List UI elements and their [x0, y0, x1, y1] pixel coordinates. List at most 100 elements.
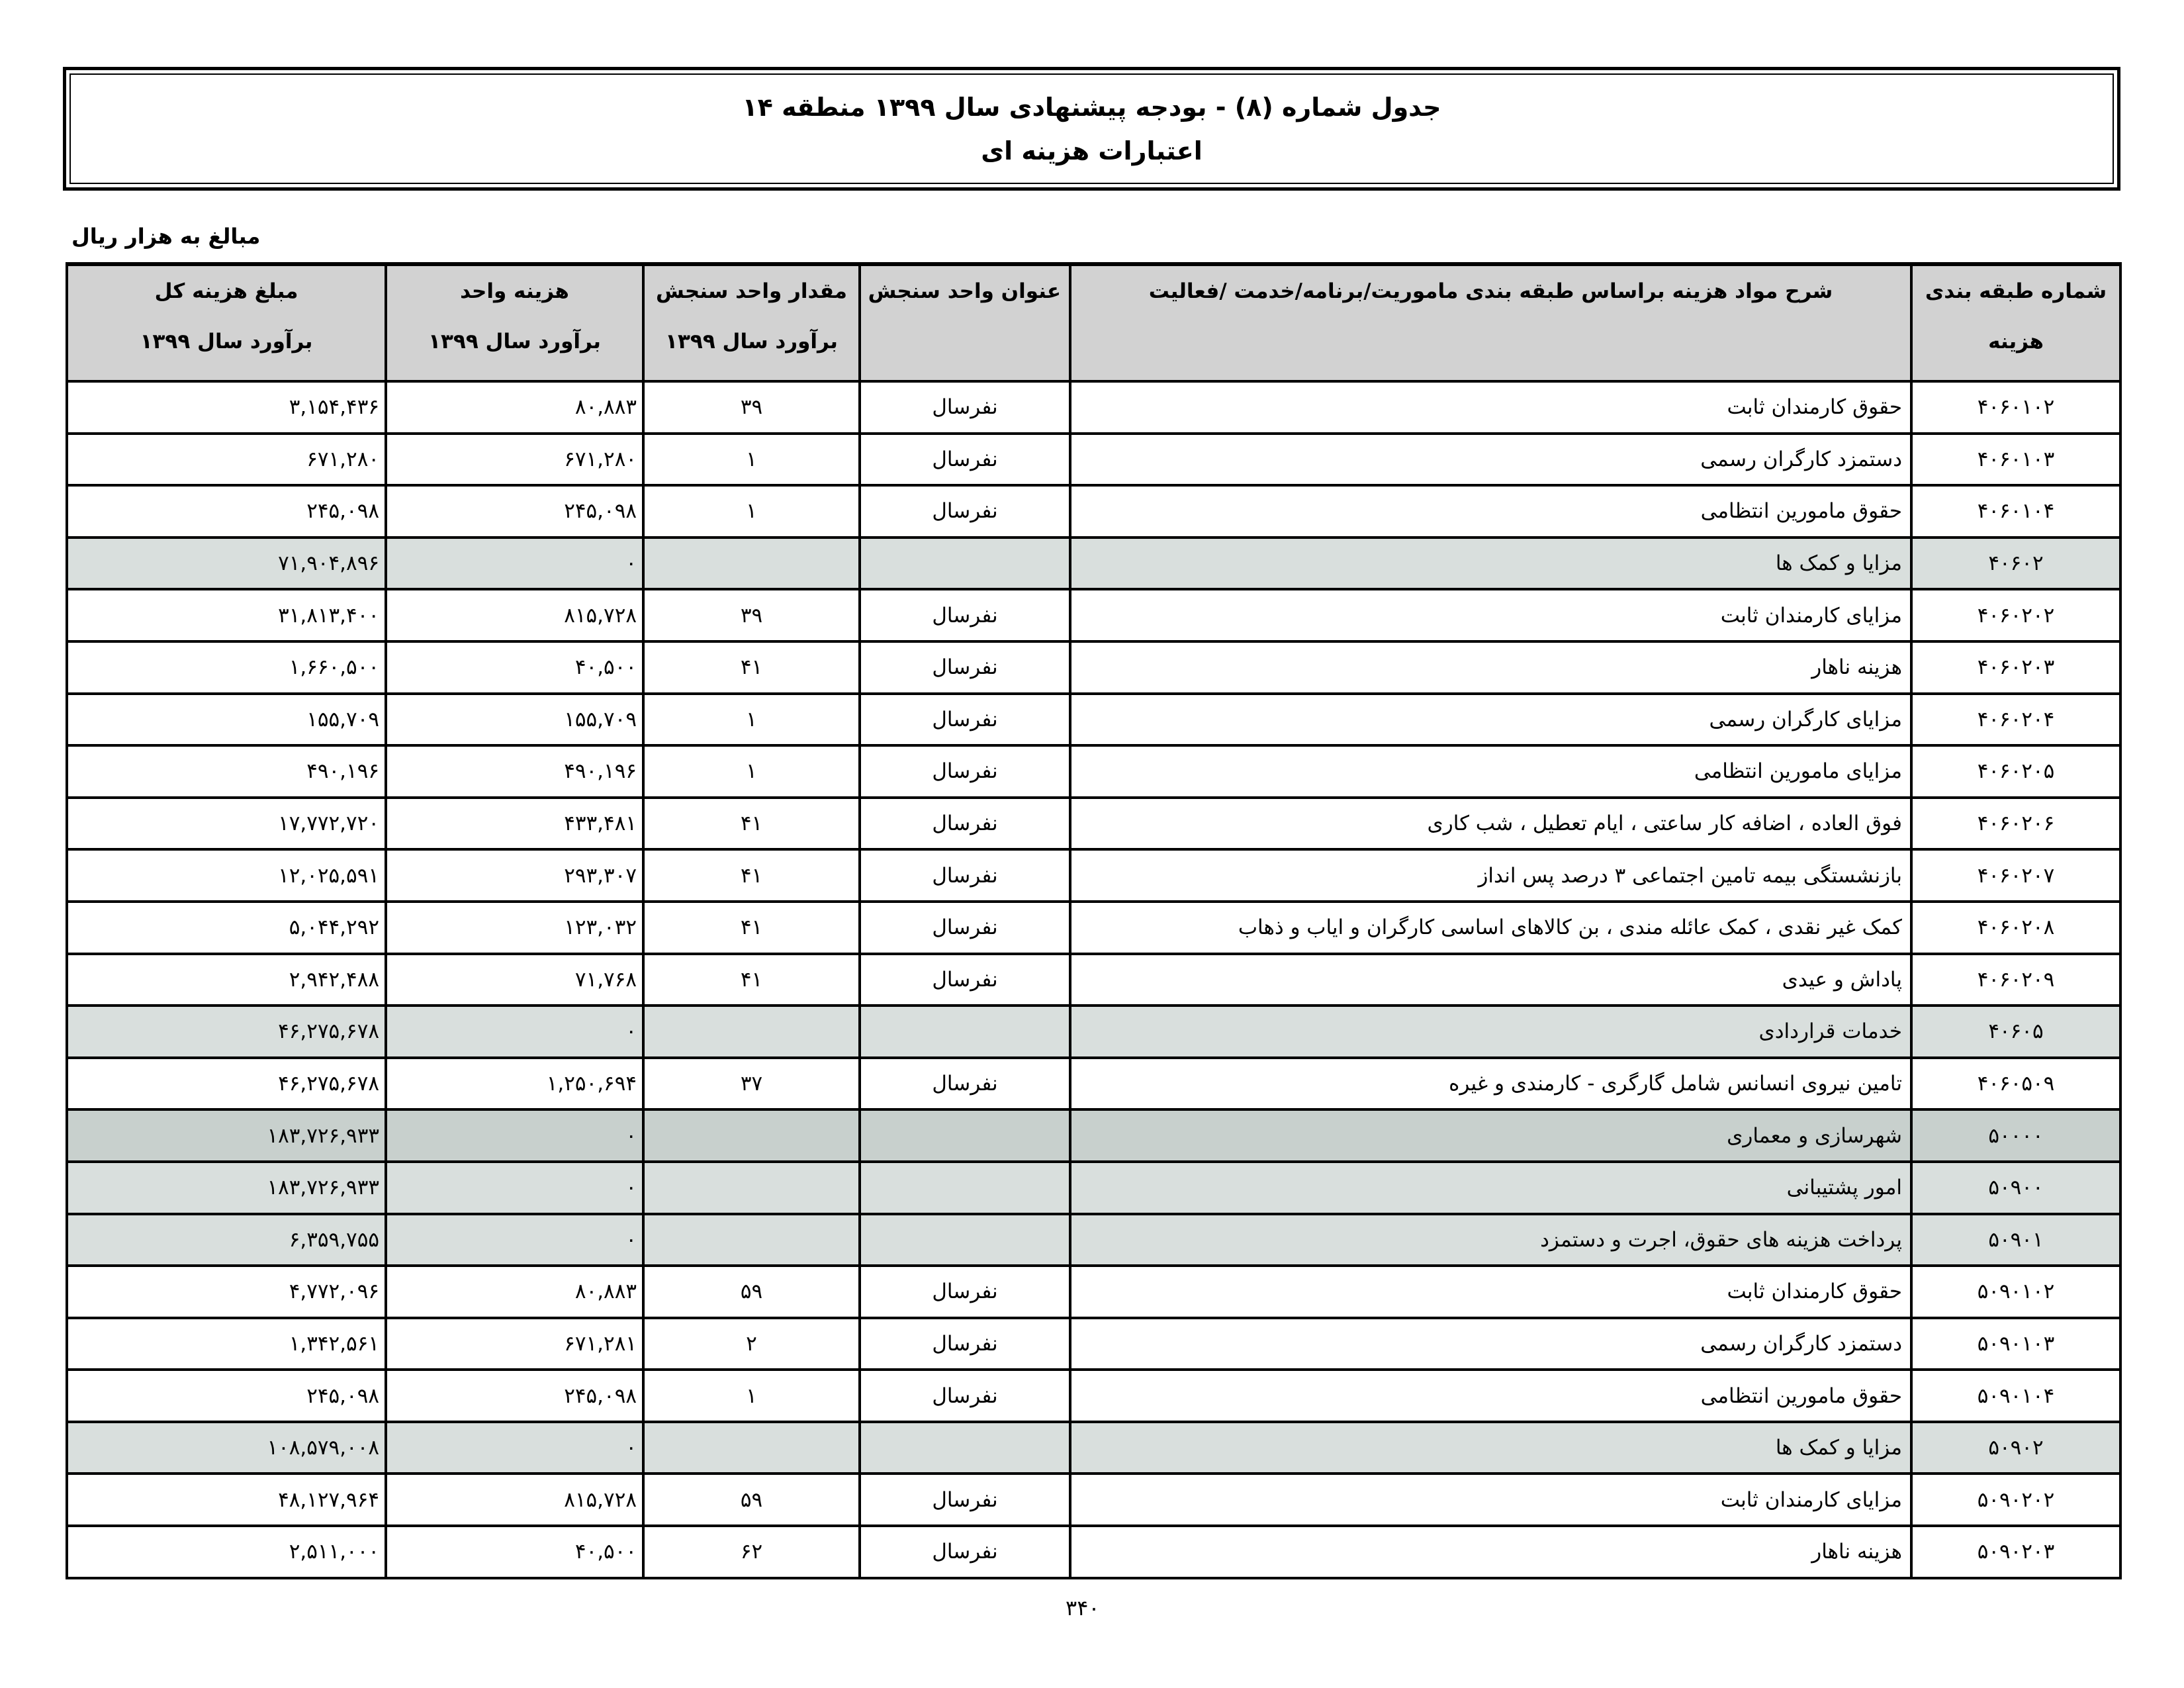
cell-total-amount: ۳۱,۸۱۳,۴۰۰ [66, 588, 387, 643]
cell-total-amount: ۳,۱۵۴,۴۳۶ [66, 380, 387, 435]
cell-cost-code: ۵۰۹۰۰ [1910, 1160, 2122, 1215]
cell-description: مزایای مامورین انتظامی [1069, 744, 1913, 799]
cell-quantity: ۴۱ [642, 796, 861, 851]
table-row: ۴۰۶۰۱۰۳ دستمزد کارگران رسمی نفرسال ۱ ۶۷۱,۲۸۰… [66, 432, 2122, 487]
cell-cost-code: ۴۰۶۰۱۰۲ [1910, 380, 2122, 435]
cell-unit-title: نفرسال [858, 1472, 1071, 1528]
cell-unit-title: نفرسال [858, 432, 1071, 487]
cell-total-amount: ۴۶,۲۷۵,۶۷۸ [66, 1056, 387, 1111]
cell-unit-cost: ۱۲۳,۰۳۲ [385, 900, 645, 955]
cell-unit-cost: ۰ [385, 1160, 645, 1215]
cell-quantity: ۳۹ [642, 380, 861, 435]
subtotal-row: ۵۰۹۰۲ مزایا و کمک ها ۰ ۱۰۸,۵۷۹,۰۰۸ [66, 1420, 2122, 1476]
column-header-l2: برآورد سال ۱۳۹۹ [428, 330, 601, 353]
cell-total-amount: ۷۱,۹۰۴,۸۹۶ [66, 536, 387, 591]
cell-unit-title: نفرسال [858, 900, 1071, 955]
cell-unit-title: نفرسال [858, 1368, 1071, 1423]
cell-cost-code: ۵۰۹۰۲ [1910, 1420, 2122, 1476]
cell-cost-code: ۵۰۰۰۰ [1910, 1108, 2122, 1163]
cell-cost-code: ۴۰۶۰۲۰۶ [1910, 796, 2122, 851]
subtotal-row: ۴۰۶۰۲ مزایا و کمک ها ۰ ۷۱,۹۰۴,۸۹۶ [66, 536, 2122, 591]
cell-quantity: ۳۹ [642, 588, 861, 643]
cell-unit-cost: ۸۱۵,۷۲۸ [385, 588, 645, 643]
cell-description: کمک غیر نقدی ، کمک عائله مندی ، بن کالاه… [1069, 900, 1913, 955]
cell-unit-cost: ۱,۲۵۰,۶۹۴ [385, 1056, 645, 1111]
cell-unit-title: نفرسال [858, 796, 1071, 851]
column-header-l2: هزینه [1988, 330, 2044, 353]
cell-unit-title [858, 1420, 1071, 1476]
subtotal-row: ۴۰۶۰۵ خدمات قراردادی ۰ ۴۶,۲۷۵,۶۷۸ [66, 1004, 2122, 1059]
cell-unit-cost: ۷۱,۷۶۸ [385, 952, 645, 1008]
cell-quantity: ۱ [642, 484, 861, 539]
table-row: ۵۰۹۰۲۰۲ مزایای کارمندان ثابت نفرسال ۵۹ ۸۱۵,۷… [66, 1472, 2122, 1528]
cell-total-amount: ۶۷۱,۲۸۰ [66, 432, 387, 487]
cell-total-amount: ۴,۷۷۲,۰۹۶ [66, 1264, 387, 1319]
table-row: ۴۰۶۰۲۰۳ هزینه ناهار نفرسال ۴۱ ۴۰,۵۰۰ ۱,۶۶۰,۵۰… [66, 639, 2122, 695]
cell-description: مزایای کارمندان ثابت [1069, 588, 1913, 643]
column-header-l1: شرح مواد هزینه براساس طبقه بندی ماموریت/… [1148, 279, 1833, 303]
cell-unit-cost: ۸۱۵,۷۲۸ [385, 1472, 645, 1528]
cell-total-amount: ۱۸۳,۷۲۶,۹۳۳ [66, 1160, 387, 1215]
cell-description: مزایای کارمندان ثابت [1069, 1472, 1913, 1528]
cell-total-amount: ۴۸,۱۲۷,۹۶۴ [66, 1472, 387, 1528]
cell-description: بازنشستگی بیمه تامین اجتماعی ۳ درصد پس ا… [1069, 848, 1913, 903]
cell-quantity: ۱ [642, 744, 861, 799]
subtotal-row: ۵۰۹۰۰ امور پشتیبانی ۰ ۱۸۳,۷۲۶,۹۳۳ [66, 1160, 2122, 1215]
cell-total-amount: ۲,۵۱۱,۰۰۰ [66, 1524, 387, 1579]
cell-total-amount: ۲,۹۴۲,۴۸۸ [66, 952, 387, 1008]
cell-cost-code: ۴۰۶۰۲۰۳ [1910, 639, 2122, 695]
cell-unit-title: نفرسال [858, 588, 1071, 643]
cell-quantity [642, 1004, 861, 1059]
cell-cost-code: ۴۰۶۰۱۰۳ [1910, 432, 2122, 487]
cell-unit-cost: ۸۰,۸۸۳ [385, 1264, 645, 1319]
cell-cost-code: ۵۰۹۰۱ [1910, 1212, 2122, 1268]
cell-description: شهرسازی و معماری [1069, 1108, 1913, 1163]
cell-quantity [642, 1420, 861, 1476]
cell-quantity: ۵۹ [642, 1472, 861, 1528]
table-row: ۴۰۶۰۲۰۹ پاداش و عیدی نفرسال ۴۱ ۷۱,۷۶۸ ۲,۹۴۲,۴… [66, 952, 2122, 1008]
column-header-l1: مقدار واحد سنجش [656, 279, 847, 303]
cell-quantity [642, 1160, 861, 1215]
cell-total-amount: ۱۷,۷۷۲,۷۲۰ [66, 796, 387, 851]
cell-unit-title [858, 1108, 1071, 1163]
column-header-l1: عنوان واحد سنجش [868, 279, 1061, 303]
table-row: ۴۰۶۰۲۰۲ مزایای کارمندان ثابت نفرسال ۳۹ ۸۱۵,۷… [66, 588, 2122, 643]
cell-quantity [642, 1212, 861, 1268]
title-inner: جدول شماره (۸) - بودجه پیشنهادی سال ۱۳۹۹… [69, 73, 2114, 184]
cell-quantity: ۴۱ [642, 952, 861, 1008]
column-header-description: شرح مواد هزینه براساس طبقه بندی ماموریت/… [1069, 262, 1913, 383]
cell-description: پاداش و عیدی [1069, 952, 1913, 1008]
cell-cost-code: ۴۰۶۰۲۰۲ [1910, 588, 2122, 643]
cell-unit-cost: ۴۰,۵۰۰ [385, 639, 645, 695]
cell-unit-cost: ۰ [385, 1004, 645, 1059]
document-subtitle: اعتبارات هزینه ای [981, 136, 1203, 165]
cell-cost-code: ۵۰۹۰۱۰۳ [1910, 1316, 2122, 1372]
cell-unit-cost: ۰ [385, 536, 645, 591]
cell-unit-cost: ۰ [385, 1108, 645, 1163]
column-header-unit-cost: هزینه واحد برآورد سال ۱۳۹۹ [385, 262, 645, 383]
cell-quantity: ۲ [642, 1316, 861, 1372]
cell-unit-title: نفرسال [858, 639, 1071, 695]
cell-unit-title: نفرسال [858, 1524, 1071, 1579]
cell-unit-cost: ۱۵۵,۷۰۹ [385, 692, 645, 747]
table-row: ۵۰۹۰۱۰۲ حقوق کارمندان ثابت نفرسال ۵۹ ۸۰,۸۸۳ ۴… [66, 1264, 2122, 1319]
cell-unit-title [858, 1212, 1071, 1268]
cell-unit-title: نفرسال [858, 692, 1071, 747]
page-number: ۳۴۰ [1066, 1595, 1100, 1620]
table-row: ۴۰۶۰۵۰۹ تامین نیروی انسانس شامل گارگری - … [66, 1056, 2122, 1111]
cell-total-amount: ۴۶,۲۷۵,۶۷۸ [66, 1004, 387, 1059]
cell-total-amount: ۲۴۵,۰۹۸ [66, 1368, 387, 1423]
cell-quantity: ۴۱ [642, 900, 861, 955]
cell-unit-title: نفرسال [858, 1316, 1071, 1372]
cell-description: امور پشتیبانی [1069, 1160, 1913, 1215]
cell-unit-title: نفرسال [858, 744, 1071, 799]
cell-total-amount: ۶,۳۵۹,۷۵۵ [66, 1212, 387, 1268]
column-header-l1: شماره طبقه بندی [1925, 279, 2107, 303]
column-header-l2: برآورد سال ۱۳۹۹ [140, 330, 313, 353]
cell-unit-title: نفرسال [858, 1056, 1071, 1111]
table-row: ۴۰۶۰۱۰۴ حقوق مامورین انتظامی نفرسال ۱ ۲۴۵,۰۹… [66, 484, 2122, 539]
cell-description: مزایا و کمک ها [1069, 1420, 1913, 1476]
cell-quantity: ۵۹ [642, 1264, 861, 1319]
column-header-code: شماره طبقه بندی هزینه [1910, 262, 2122, 383]
cell-unit-cost: ۸۰,۸۸۳ [385, 380, 645, 435]
